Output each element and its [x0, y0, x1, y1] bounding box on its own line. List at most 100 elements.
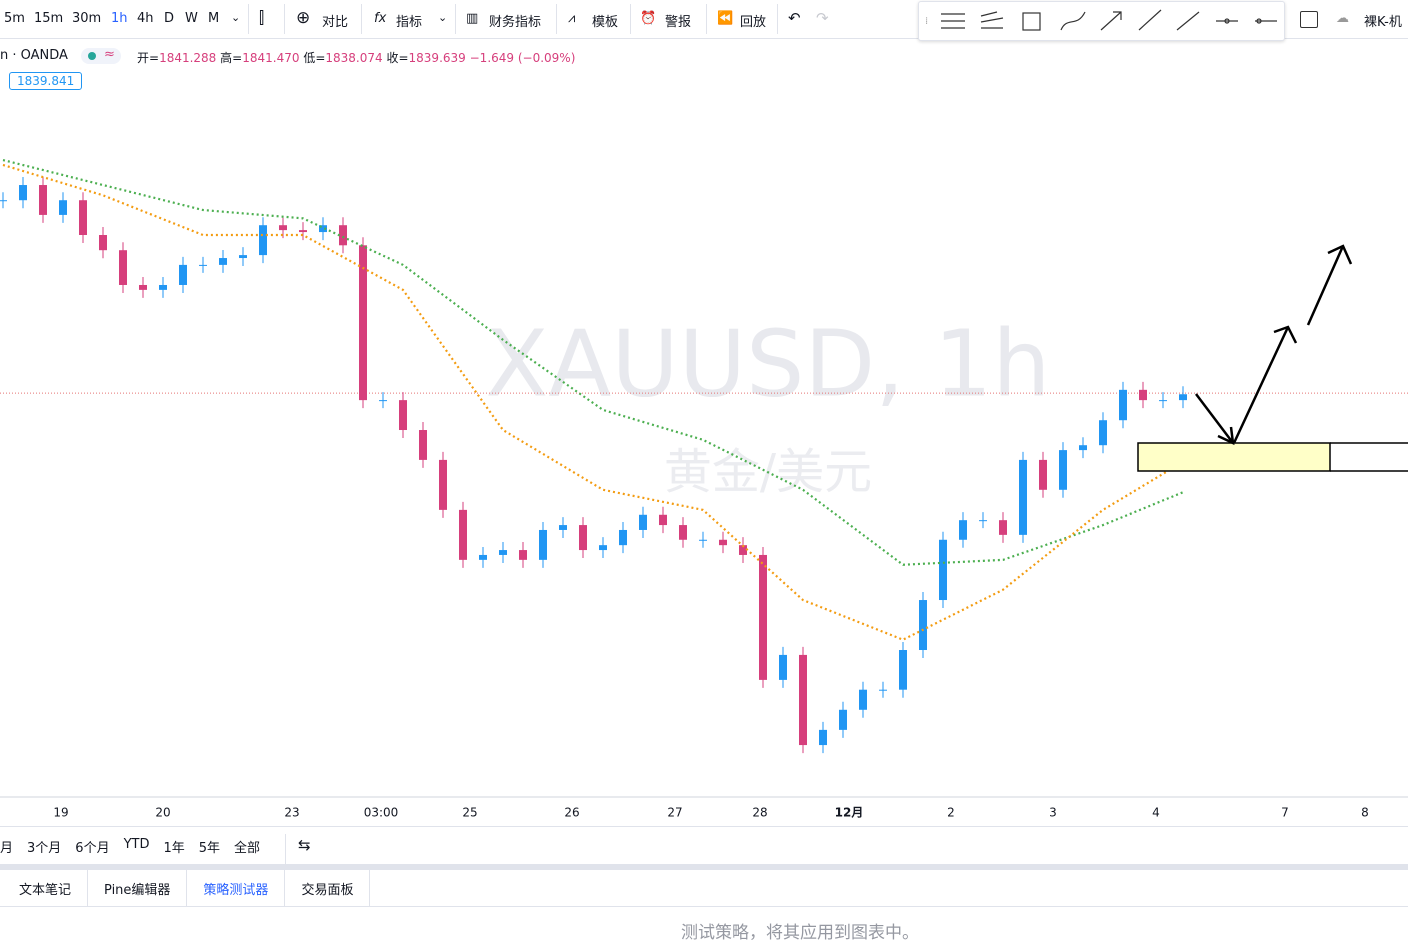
- candle: [839, 709, 847, 730]
- candle: [759, 554, 767, 680]
- candle: [219, 258, 227, 265]
- candle: [1059, 450, 1067, 490]
- range-button[interactable]: 月: [0, 841, 14, 856]
- redo-icon[interactable]: ↷: [816, 9, 829, 27]
- candle: [1139, 389, 1147, 401]
- interval[interactable]: W: [185, 11, 198, 26]
- goto-icon[interactable]: ⇆: [298, 836, 311, 854]
- interval[interactable]: D: [164, 11, 175, 26]
- replay-icon[interactable]: ⏪: [717, 11, 734, 26]
- candle: [339, 225, 347, 246]
- candle: [419, 430, 427, 460]
- tab[interactable]: 策略测试器: [187, 870, 286, 906]
- candle: [299, 230, 307, 233]
- tool[interactable]: [980, 11, 1004, 29]
- candle: [459, 509, 467, 560]
- zone-box: [1137, 442, 1331, 472]
- indicators-button[interactable]: 指标: [396, 15, 423, 30]
- template-icon[interactable]: ⩘: [568, 11, 576, 26]
- compare-button[interactable]: 对比: [322, 15, 349, 30]
- range-button[interactable]: 6个月: [75, 841, 110, 856]
- candle: [879, 689, 887, 691]
- candle: [939, 539, 947, 601]
- candle: [0, 200, 7, 202]
- compare-icon[interactable]: ⊕: [296, 8, 311, 28]
- candle: [39, 185, 47, 215]
- templates-button[interactable]: 模板: [592, 15, 619, 30]
- x-tick-label: 8: [1361, 806, 1369, 820]
- range-button[interactable]: 5年: [198, 841, 221, 856]
- chart-icon[interactable]: ▥: [466, 11, 479, 26]
- layout-name[interactable]: 裸K-机: [1364, 15, 1402, 30]
- interval[interactable]: 1h: [111, 11, 128, 26]
- status-dot: [88, 52, 96, 60]
- candle: [1119, 389, 1127, 421]
- value: 1841.470: [242, 51, 300, 65]
- candle: [599, 545, 607, 551]
- range-button[interactable]: YTD: [123, 837, 150, 852]
- tool-dot: [1256, 18, 1262, 24]
- tab[interactable]: 交易面板: [285, 870, 371, 906]
- x-tick-label: 3: [1049, 806, 1057, 820]
- tool[interactable]: [1100, 11, 1122, 31]
- separator: [284, 4, 285, 34]
- candle: [379, 400, 387, 402]
- undo-icon[interactable]: ↶: [788, 9, 801, 27]
- dropdown-icon[interactable]: ⌄: [231, 11, 241, 24]
- dropdown-icon[interactable]: ⌄: [438, 11, 448, 24]
- tab[interactable]: Pine编辑器: [88, 870, 188, 906]
- tool-dot: [1224, 18, 1230, 24]
- candle: [1039, 459, 1047, 490]
- range-button[interactable]: 3个月: [27, 841, 62, 856]
- grip: ⁞: [925, 16, 928, 27]
- label: 开=: [137, 51, 160, 65]
- square-icon[interactable]: [1300, 11, 1318, 28]
- alerts-button[interactable]: 警报: [665, 15, 692, 30]
- candle: [179, 264, 187, 285]
- tool[interactable]: [1176, 11, 1200, 31]
- label: 高=: [220, 51, 243, 65]
- x-tick-label: 7: [1281, 806, 1289, 820]
- alert-icon[interactable]: ⏰: [640, 11, 657, 26]
- x-tick-label: 28: [752, 806, 767, 820]
- candle: [699, 539, 707, 541]
- range-button[interactable]: 全部: [234, 841, 261, 856]
- financials-button[interactable]: 财务指标: [489, 15, 542, 30]
- interval[interactable]: 4h: [137, 11, 154, 26]
- candle: [399, 400, 407, 431]
- candle-icon[interactable]: ⫿: [259, 8, 265, 27]
- separator: [285, 834, 286, 864]
- tool[interactable]: [1138, 9, 1162, 31]
- candle: [479, 554, 487, 560]
- range-button[interactable]: 1年: [163, 841, 185, 856]
- interval[interactable]: 15m: [34, 11, 64, 26]
- interval[interactable]: 30m: [72, 11, 102, 26]
- separator: [455, 4, 456, 34]
- legend-source: n · OANDA: [0, 48, 68, 63]
- x-tick-label: 26: [564, 806, 579, 820]
- fx-icon[interactable]: fx: [374, 11, 387, 26]
- arrow: [1306, 244, 1353, 326]
- label: 低=: [303, 51, 326, 65]
- panel-divider: [0, 864, 1408, 870]
- tabs: 文本笔记 Pine编辑器 策略测试器 交易面板: [0, 870, 1408, 907]
- tool[interactable]: [1060, 11, 1086, 31]
- tool[interactable]: [1022, 12, 1041, 31]
- price-badge: 1839.841: [9, 72, 83, 90]
- candle: [559, 525, 567, 530]
- message: 测试策略，将其应用到图表中。: [681, 923, 919, 943]
- candle: [1159, 400, 1167, 402]
- value: 1841.288: [159, 51, 217, 65]
- replay-button[interactable]: 回放: [740, 15, 767, 30]
- tool[interactable]: [941, 13, 965, 29]
- candle: [79, 200, 87, 236]
- candle: [279, 225, 287, 231]
- cloud-icon[interactable]: ☁: [1336, 11, 1349, 26]
- interval[interactable]: M: [208, 11, 220, 26]
- arrows: [1195, 244, 1353, 446]
- candle: [1019, 459, 1027, 535]
- candle: [739, 545, 747, 555]
- tab[interactable]: 文本笔记: [3, 870, 89, 906]
- interval[interactable]: 5m: [4, 11, 25, 26]
- x-tick-label: 03:00: [364, 806, 399, 820]
